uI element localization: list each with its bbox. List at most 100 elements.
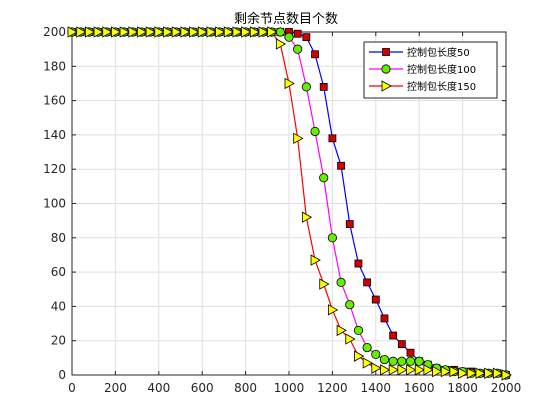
data-point — [241, 26, 252, 38]
x-tick-label: 1400 — [361, 381, 392, 395]
x-tick-label: 1000 — [274, 381, 305, 395]
legend-entry: 控制包长度150 — [369, 80, 476, 93]
x-tick-label: 0 — [68, 381, 76, 395]
data-point — [319, 173, 329, 183]
data-point — [171, 26, 182, 38]
data-point — [128, 26, 139, 38]
y-tick-label: 120 — [43, 162, 66, 176]
x-tick-label: 1600 — [404, 381, 435, 395]
y-tick-label: 180 — [43, 59, 66, 73]
data-point — [449, 365, 460, 378]
data-point — [310, 126, 320, 137]
data-point — [310, 254, 321, 266]
data-point — [414, 364, 426, 376]
data-point — [363, 278, 372, 287]
legend-marker — [382, 48, 390, 56]
data-point — [362, 357, 373, 369]
data-point — [76, 26, 87, 38]
data-point — [206, 26, 217, 38]
data-point — [163, 26, 174, 38]
data-point — [111, 26, 122, 38]
data-point — [345, 220, 354, 228]
data-point — [397, 356, 407, 366]
data-point — [388, 356, 398, 366]
data-point — [362, 342, 372, 353]
data-point — [380, 364, 391, 376]
data-point — [345, 300, 355, 310]
data-point — [371, 362, 382, 374]
data-point — [119, 26, 130, 38]
data-point — [406, 348, 415, 357]
data-point — [327, 304, 339, 316]
data-point — [345, 333, 356, 345]
data-point — [380, 314, 389, 323]
y-tick-label: 160 — [43, 94, 66, 108]
data-point — [275, 38, 287, 50]
legend-label: 控制包长度100 — [407, 63, 476, 76]
data-point — [319, 278, 330, 290]
grid — [72, 32, 506, 375]
legend-marker — [381, 80, 392, 92]
data-point — [302, 33, 311, 42]
data-point — [284, 77, 295, 90]
y-tick-label: 60 — [51, 265, 66, 279]
data-point — [145, 26, 156, 38]
data-point — [293, 44, 303, 54]
data-point — [406, 364, 417, 376]
data-point — [336, 324, 347, 337]
data-point — [423, 364, 434, 376]
y-tick-label: 200 — [43, 25, 66, 39]
data-point — [102, 26, 113, 38]
data-point — [301, 82, 311, 92]
data-point — [354, 350, 365, 362]
data-point — [337, 161, 345, 170]
data-point — [249, 26, 261, 38]
data-point — [397, 364, 408, 376]
data-point — [354, 259, 363, 268]
data-point — [84, 26, 96, 38]
y-tick-label: 140 — [43, 128, 66, 142]
y-tick-label: 100 — [43, 197, 66, 211]
data-point — [267, 26, 278, 38]
data-point — [293, 132, 304, 145]
data-point — [154, 26, 165, 38]
data-point — [284, 32, 294, 42]
data-point — [371, 295, 380, 304]
x-tick-label: 600 — [191, 381, 214, 395]
data-point — [328, 134, 337, 143]
data-point — [484, 367, 495, 379]
data-point — [93, 26, 104, 38]
data-point — [180, 26, 191, 38]
legend-label: 控制包长度50 — [407, 46, 470, 59]
legend: 控制包长度50 控制包长度100 控制包长度150 — [363, 41, 498, 99]
x-tick-label: 1800 — [447, 381, 478, 395]
data-point — [353, 325, 364, 336]
legend-label: 控制包长度150 — [407, 80, 476, 93]
data-point — [197, 26, 209, 38]
x-tick-label: 800 — [234, 381, 257, 395]
x-tick-label: 1200 — [317, 381, 348, 395]
data-point — [389, 331, 398, 340]
data-point — [327, 233, 337, 243]
data-point — [397, 340, 406, 349]
data-point — [258, 26, 269, 38]
data-point — [440, 365, 452, 378]
data-point — [432, 365, 443, 378]
data-point — [475, 367, 486, 379]
data-point — [137, 26, 148, 38]
data-point — [388, 364, 399, 376]
y-tick-label: 80 — [51, 231, 66, 245]
data-point — [301, 211, 313, 223]
data-point — [319, 82, 328, 91]
data-point — [501, 369, 512, 381]
y-tick-label: 0 — [58, 368, 66, 382]
data-point — [405, 356, 416, 366]
data-point — [293, 29, 302, 38]
data-point — [336, 277, 346, 287]
x-tick-label: 400 — [147, 381, 170, 395]
data-point — [458, 367, 469, 379]
series-3-markers — [67, 26, 512, 381]
data-point — [232, 26, 243, 38]
data-point — [311, 50, 319, 59]
